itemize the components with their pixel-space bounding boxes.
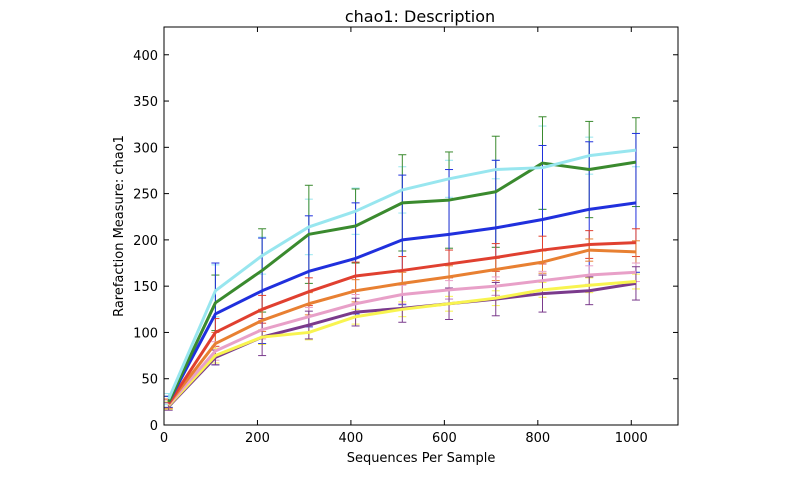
- series-line-3: [167, 201, 637, 403]
- y-tick-label: 200: [133, 234, 158, 249]
- y-tick-label: 100: [133, 326, 158, 341]
- x-tick-label: 200: [245, 431, 270, 446]
- y-tick-label: 150: [133, 280, 158, 295]
- series-layer: [164, 116, 640, 411]
- series-line-5: [167, 248, 637, 405]
- series-line-6: [167, 270, 637, 406]
- y-tick-label: 250: [133, 188, 158, 203]
- series-line-7: [167, 280, 637, 407]
- plot-frame: [163, 26, 679, 426]
- chart-title: chao1: Description: [345, 7, 495, 26]
- x-tick-label: 800: [525, 431, 550, 446]
- x-tick-label: 0: [160, 431, 168, 446]
- x-axis-title: Sequences Per Sample: [347, 451, 496, 466]
- x-tick-label: 600: [432, 431, 457, 446]
- series-line-1: [167, 148, 637, 400]
- x-tick-label: 1000: [615, 431, 648, 446]
- y-tick-label: 300: [133, 141, 158, 156]
- y-tick-label: 50: [141, 373, 158, 388]
- y-tick-label: 350: [133, 95, 158, 110]
- y-axis-title: Rarefaction Measure: chao1: [112, 135, 127, 317]
- series-errorbars-6: [164, 262, 640, 410]
- series-line-4: [167, 241, 637, 405]
- x-tick-label: 400: [338, 431, 363, 446]
- y-tick-label: 0: [150, 419, 158, 434]
- axis-ticks: 0 200 400 600 800 1000 0 50 100 150 200 250 300 350 40…: [133, 27, 678, 446]
- y-tick-label: 400: [133, 49, 158, 64]
